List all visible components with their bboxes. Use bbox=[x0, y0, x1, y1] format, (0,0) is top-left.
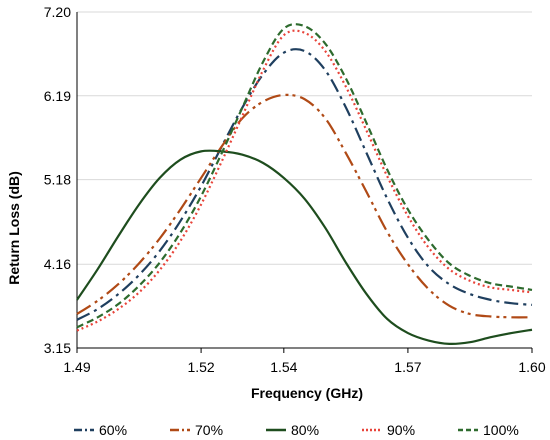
series-lines bbox=[76, 23, 533, 346]
x-tick-label: 1.57 bbox=[394, 359, 421, 375]
x-tick-label: 1.52 bbox=[187, 359, 214, 375]
legend-label: 70% bbox=[195, 422, 223, 438]
x-tick-label: 1.60 bbox=[518, 359, 545, 375]
legend-label: 100% bbox=[483, 422, 519, 438]
y-axis-title: Return Loss (dB) bbox=[6, 171, 22, 285]
legend-label: 80% bbox=[291, 422, 319, 438]
series-line-100pct bbox=[76, 23, 533, 329]
grid-lines bbox=[77, 11, 532, 265]
legend-label: 90% bbox=[387, 422, 415, 438]
legend-label: 60% bbox=[99, 422, 127, 438]
x-axis-title: Frequency (GHz) bbox=[251, 385, 363, 401]
series-line-70pct bbox=[76, 93, 533, 319]
legend: 60% 70% 80% 90% 100% bbox=[74, 422, 519, 438]
y-tick-label: 5.18 bbox=[44, 172, 71, 188]
tick-labels: 3.15 4.16 5.18 6.19 7.20 1.49 1.52 1.54 1.57 1.60 bbox=[44, 4, 546, 375]
y-tick-label: 7.20 bbox=[44, 4, 71, 20]
x-tick-label: 1.49 bbox=[63, 359, 90, 375]
y-tick-label: 3.15 bbox=[44, 340, 71, 356]
x-tick-label: 1.54 bbox=[270, 359, 297, 375]
axes bbox=[76, 12, 533, 353]
series-line-60pct bbox=[76, 48, 533, 321]
series-line-80pct bbox=[76, 149, 533, 346]
y-tick-label: 4.16 bbox=[44, 256, 71, 272]
y-tick-label: 6.19 bbox=[44, 88, 71, 104]
